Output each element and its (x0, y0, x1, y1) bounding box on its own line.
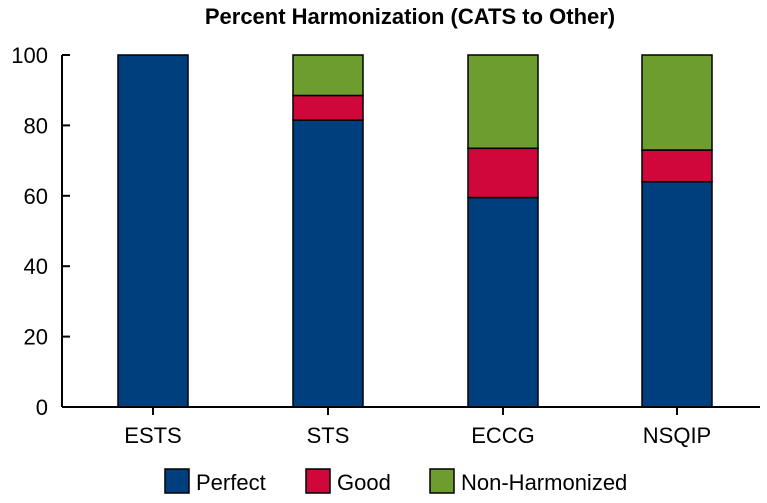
bar-segment-sts-perfect (292, 119, 364, 408)
legend: Perfect Good Non-Harmonized (164, 468, 627, 495)
bar-segment-ests-perfect (117, 54, 189, 408)
chart-title: Percent Harmonization (CATS to Other) (205, 4, 615, 29)
bar-segment-eccg-non-harmonized (467, 54, 539, 150)
bar-segment-eccg-good (467, 147, 539, 199)
x-tick-label: ECCG (471, 423, 535, 448)
legend-swatch-non-harmonized (429, 468, 455, 494)
bar-segment-nsqip-non-harmonized (641, 54, 713, 151)
y-tick-label: 80 (24, 113, 48, 138)
legend-label-good: Good (337, 470, 391, 495)
legend-label-non-harmonized: Non-Harmonized (461, 470, 627, 495)
x-tick-label: ESTS (124, 423, 181, 448)
x-tick-label: NSQIP (643, 423, 711, 448)
y-tick-label: 40 (24, 254, 48, 279)
y-tick-label: 60 (24, 184, 48, 209)
y-tick-label: 100 (11, 43, 48, 68)
bars-layer (117, 54, 713, 408)
x-tick-label: STS (307, 423, 350, 448)
bar-segment-eccg-perfect (467, 196, 539, 408)
y-tick-label: 20 (24, 325, 48, 350)
bar-segment-nsqip-good (641, 149, 713, 183)
legend-swatch-perfect (164, 468, 190, 494)
y-tick-label: 0 (36, 395, 48, 420)
bar-segment-sts-non-harmonized (292, 54, 364, 97)
legend-label-perfect: Perfect (196, 470, 266, 495)
axes-layer: 0 20 40 60 80 100 ESTS STS ECCG NSQIP (11, 43, 760, 448)
bar-segment-nsqip-perfect (641, 180, 713, 408)
legend-swatch-good (305, 468, 331, 494)
bar-segment-sts-good (292, 94, 364, 121)
